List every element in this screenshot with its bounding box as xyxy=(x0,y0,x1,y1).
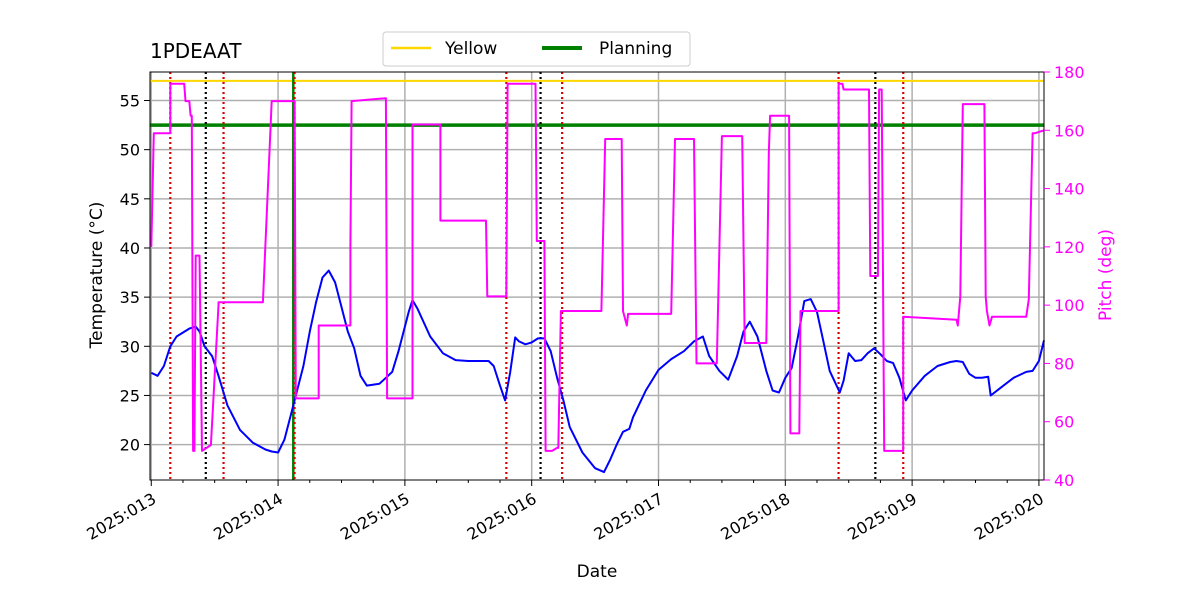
left-tick-label: 55 xyxy=(120,92,140,111)
legend: Yellow Planning xyxy=(382,31,691,67)
x-tick-label: 2025:017 xyxy=(591,489,667,544)
right-tick-label: 60 xyxy=(1054,413,1074,432)
plot-frame xyxy=(149,71,1045,481)
x-axis-ticks: 2025:013 2025:014 2025:015 2025:016 2025:017… xyxy=(83,480,1047,544)
left-tick-label: 30 xyxy=(120,337,140,356)
right-tick-label: 180 xyxy=(1054,63,1085,82)
right-tick-label: 100 xyxy=(1054,296,1085,315)
left-tick-label: 20 xyxy=(120,436,140,455)
left-tick-label: 25 xyxy=(120,386,140,405)
chart-title: 1PDEAAT xyxy=(150,39,242,63)
threshold-lines xyxy=(150,79,1044,127)
right-tick-label: 160 xyxy=(1054,121,1085,140)
x-axis-label: Date xyxy=(577,562,618,582)
right-tick-label: 120 xyxy=(1054,238,1085,257)
grid-lines xyxy=(150,72,1044,480)
left-tick-label: 40 xyxy=(120,239,140,258)
left-tick-label: 50 xyxy=(120,141,140,160)
left-axis-label: Temperature (°C) xyxy=(87,202,107,350)
series-line-pitch xyxy=(150,82,1045,452)
legend-label-yellow: Yellow xyxy=(444,39,497,59)
right-tick-label: 40 xyxy=(1054,471,1074,490)
x-tick-label: 2025:014 xyxy=(210,489,286,544)
right-tick-label: 140 xyxy=(1054,180,1085,199)
right-axis-label: Pitch (deg) xyxy=(1096,229,1116,321)
right-tick-label: 80 xyxy=(1054,354,1074,373)
series-lines xyxy=(150,82,1045,474)
x-tick-label: 2025:016 xyxy=(464,489,540,544)
left-tick-label: 45 xyxy=(120,190,140,209)
left-axis-ticks: 20 25 30 35 40 45 50 55 xyxy=(120,92,150,455)
x-tick-label: 2025:015 xyxy=(337,489,413,544)
legend-label-planning: Planning xyxy=(599,39,672,59)
series-line-temperature xyxy=(150,269,1045,474)
x-tick-label: 2025:018 xyxy=(717,489,793,544)
x-tick-label: 2025:013 xyxy=(83,489,159,544)
right-axis-ticks: 40 60 80 100 120 140 160 180 xyxy=(1044,63,1085,490)
x-tick-label: 2025:019 xyxy=(844,489,920,544)
x-tick-label: 2025:020 xyxy=(971,489,1047,544)
legend-box xyxy=(382,31,691,67)
left-tick-label: 35 xyxy=(120,288,140,307)
